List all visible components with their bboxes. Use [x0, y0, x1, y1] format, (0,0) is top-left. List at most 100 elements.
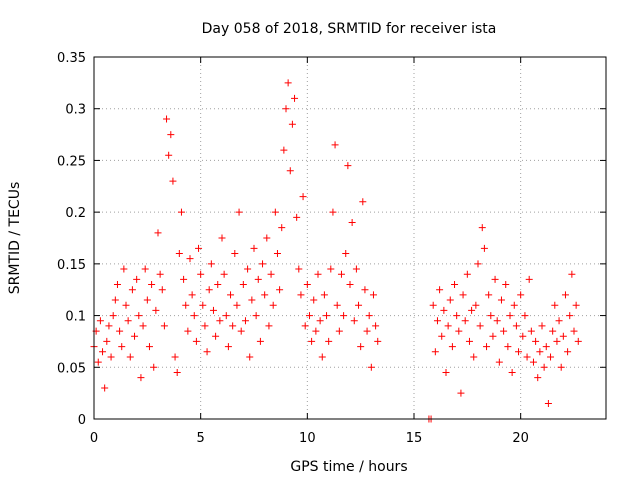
x-axis-ticks: 0 5 10 15 20 — [90, 57, 529, 446]
data-point — [457, 389, 465, 397]
data-point — [461, 317, 469, 325]
data-point — [323, 312, 331, 320]
data-point — [291, 94, 299, 102]
data-point — [188, 291, 196, 299]
data-point — [374, 337, 382, 345]
data-point — [244, 265, 252, 273]
data-point — [448, 343, 456, 351]
data-point — [527, 327, 535, 335]
data-point — [276, 286, 284, 294]
data-point — [229, 322, 237, 330]
y-tick-label: 0 — [78, 413, 86, 428]
plot-frame — [93, 56, 607, 420]
data-point — [305, 312, 313, 320]
data-point — [195, 244, 203, 252]
data-point — [561, 291, 569, 299]
data-point — [500, 327, 508, 335]
data-point — [308, 337, 316, 345]
data-point — [278, 224, 286, 232]
data-point — [192, 337, 200, 345]
data-point — [519, 332, 527, 340]
data-point — [444, 322, 452, 330]
data-point — [222, 312, 230, 320]
data-point — [124, 317, 132, 325]
data-point — [203, 348, 211, 356]
data-point — [337, 270, 345, 278]
data-point — [111, 296, 119, 304]
data-point — [540, 363, 548, 371]
data-point — [269, 301, 277, 309]
data-point — [512, 322, 520, 330]
data-point — [352, 265, 360, 273]
data-point — [572, 301, 580, 309]
data-point — [474, 260, 482, 268]
data-point — [139, 322, 147, 330]
data-point — [574, 337, 582, 345]
data-point — [231, 250, 239, 258]
x-tick-label: 10 — [299, 431, 316, 446]
data-point — [346, 281, 354, 289]
data-point — [220, 270, 228, 278]
data-point — [105, 322, 113, 330]
data-point — [369, 291, 377, 299]
y-tick-label: 0.1 — [65, 310, 86, 325]
data-point — [284, 79, 292, 87]
data-point — [544, 399, 552, 407]
data-point — [256, 337, 264, 345]
data-point — [299, 193, 307, 201]
data-point — [197, 270, 205, 278]
data-point — [122, 301, 130, 309]
y-axis-title: SRMTID / TECUs — [7, 182, 23, 295]
data-point — [348, 218, 356, 226]
data-point — [175, 250, 183, 258]
data-point — [487, 312, 495, 320]
data-point — [478, 224, 486, 232]
data-point — [344, 162, 352, 170]
x-tick-label: 15 — [406, 431, 423, 446]
data-point — [295, 265, 303, 273]
data-point — [252, 312, 260, 320]
data-point — [163, 115, 171, 123]
data-point — [363, 327, 371, 335]
data-point — [207, 260, 215, 268]
data-point — [553, 337, 561, 345]
data-point — [534, 374, 542, 382]
y-axis-ticks: 0 0.05 0.1 0.15 0.2 0.25 0.3 0.35 — [57, 51, 606, 428]
data-point — [182, 301, 190, 309]
data-point — [141, 265, 149, 273]
data-point — [521, 312, 529, 320]
data-point — [288, 120, 296, 128]
y-tick-label: 0.2 — [65, 206, 86, 221]
data-point — [372, 322, 380, 330]
data-point — [120, 265, 128, 273]
data-point — [165, 151, 173, 159]
data-point — [483, 343, 491, 351]
data-point — [246, 353, 254, 361]
x-axis-title: GPS time / hours — [290, 459, 407, 475]
data-point — [455, 327, 463, 335]
data-point — [160, 322, 168, 330]
data-point — [259, 260, 267, 268]
data-point — [510, 301, 518, 309]
data-point — [216, 317, 224, 325]
gridlines — [94, 57, 606, 419]
data-point — [154, 229, 162, 237]
data-point — [310, 296, 318, 304]
data-point — [250, 244, 258, 252]
data-point — [148, 281, 156, 289]
data-point — [365, 312, 373, 320]
data-point — [209, 306, 217, 314]
data-point — [150, 363, 158, 371]
data-point — [549, 327, 557, 335]
data-point — [436, 286, 444, 294]
data-point — [186, 255, 194, 263]
data-point — [107, 353, 115, 361]
data-point — [340, 312, 348, 320]
data-point — [267, 270, 275, 278]
data-point — [468, 306, 476, 314]
data-point — [335, 327, 343, 335]
data-point — [265, 322, 273, 330]
data-point — [101, 384, 109, 392]
data-point — [440, 306, 448, 314]
data-point — [367, 363, 375, 371]
